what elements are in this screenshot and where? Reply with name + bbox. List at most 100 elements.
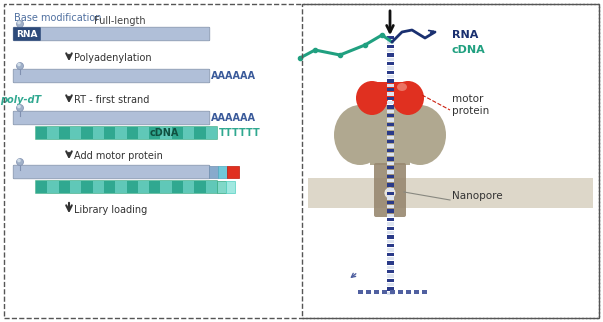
Bar: [172, 181, 183, 193]
Bar: [104, 181, 115, 193]
Bar: [115, 181, 127, 193]
Bar: [387, 201, 394, 204]
Bar: [387, 131, 394, 135]
Bar: [382, 290, 387, 294]
Bar: [206, 181, 217, 193]
Bar: [387, 45, 394, 48]
Bar: [387, 218, 394, 221]
Bar: [308, 178, 593, 208]
Bar: [387, 71, 394, 74]
Bar: [127, 181, 138, 193]
Bar: [226, 181, 235, 193]
Ellipse shape: [394, 105, 446, 165]
Bar: [47, 127, 58, 139]
Bar: [387, 162, 394, 165]
Bar: [387, 283, 394, 286]
Bar: [194, 127, 206, 139]
Bar: [387, 49, 394, 52]
Circle shape: [17, 21, 21, 24]
Bar: [387, 136, 394, 139]
Circle shape: [17, 105, 21, 108]
Bar: [387, 248, 394, 252]
Text: AAAAAA: AAAAAA: [211, 71, 256, 81]
Bar: [387, 175, 394, 178]
Bar: [387, 66, 394, 70]
Bar: [372, 82, 408, 100]
Text: RT - first strand: RT - first strand: [74, 95, 150, 105]
FancyBboxPatch shape: [374, 163, 406, 217]
Bar: [387, 231, 394, 234]
Bar: [387, 101, 394, 104]
FancyBboxPatch shape: [13, 27, 210, 41]
Bar: [387, 105, 394, 109]
Bar: [387, 274, 394, 278]
Bar: [387, 179, 394, 182]
Bar: [387, 149, 394, 152]
Text: motor
protein: motor protein: [452, 94, 489, 116]
Bar: [365, 290, 370, 294]
Bar: [387, 188, 394, 191]
Text: Polyadenylation: Polyadenylation: [74, 53, 151, 63]
Circle shape: [384, 187, 396, 199]
Circle shape: [16, 62, 24, 70]
Bar: [358, 290, 362, 294]
Bar: [47, 181, 58, 193]
Bar: [387, 140, 394, 143]
Bar: [387, 127, 394, 130]
Bar: [387, 257, 394, 260]
Bar: [218, 166, 227, 178]
Text: cDNA: cDNA: [452, 45, 486, 55]
Text: poly-dT: poly-dT: [0, 95, 41, 105]
Bar: [183, 127, 194, 139]
Bar: [138, 181, 149, 193]
FancyBboxPatch shape: [13, 69, 210, 83]
Bar: [58, 127, 70, 139]
Bar: [302, 4, 599, 318]
Bar: [36, 127, 47, 139]
Bar: [387, 227, 394, 230]
Bar: [387, 192, 394, 195]
Circle shape: [16, 105, 24, 111]
Bar: [81, 181, 93, 193]
Bar: [387, 244, 394, 247]
Bar: [387, 270, 394, 273]
Bar: [387, 58, 394, 61]
Circle shape: [17, 159, 21, 162]
Bar: [387, 205, 394, 208]
Ellipse shape: [356, 81, 388, 115]
Circle shape: [16, 158, 24, 166]
Bar: [387, 261, 394, 265]
Bar: [206, 127, 217, 139]
FancyBboxPatch shape: [13, 165, 210, 179]
Bar: [387, 62, 394, 65]
Bar: [387, 88, 394, 91]
Text: Nanopore: Nanopore: [452, 191, 503, 201]
Bar: [387, 110, 394, 113]
Bar: [58, 181, 70, 193]
Bar: [387, 118, 394, 122]
Bar: [387, 196, 394, 200]
FancyBboxPatch shape: [13, 111, 210, 125]
Text: cDNA: cDNA: [150, 128, 179, 138]
Bar: [387, 157, 394, 161]
Bar: [387, 144, 394, 148]
Bar: [397, 290, 402, 294]
Bar: [209, 166, 218, 178]
Bar: [387, 235, 394, 239]
Text: Full-length: Full-length: [94, 16, 146, 26]
Bar: [387, 288, 394, 291]
Bar: [387, 84, 394, 87]
Bar: [387, 279, 394, 282]
Text: RNA: RNA: [452, 30, 478, 40]
Circle shape: [17, 63, 21, 66]
Bar: [387, 114, 394, 117]
Bar: [387, 166, 394, 169]
Bar: [149, 127, 160, 139]
Bar: [387, 253, 394, 256]
Bar: [387, 170, 394, 174]
Bar: [387, 153, 394, 156]
Text: AAAAAA: AAAAAA: [211, 113, 256, 123]
Bar: [390, 290, 394, 294]
Ellipse shape: [334, 105, 386, 165]
Bar: [387, 123, 394, 126]
